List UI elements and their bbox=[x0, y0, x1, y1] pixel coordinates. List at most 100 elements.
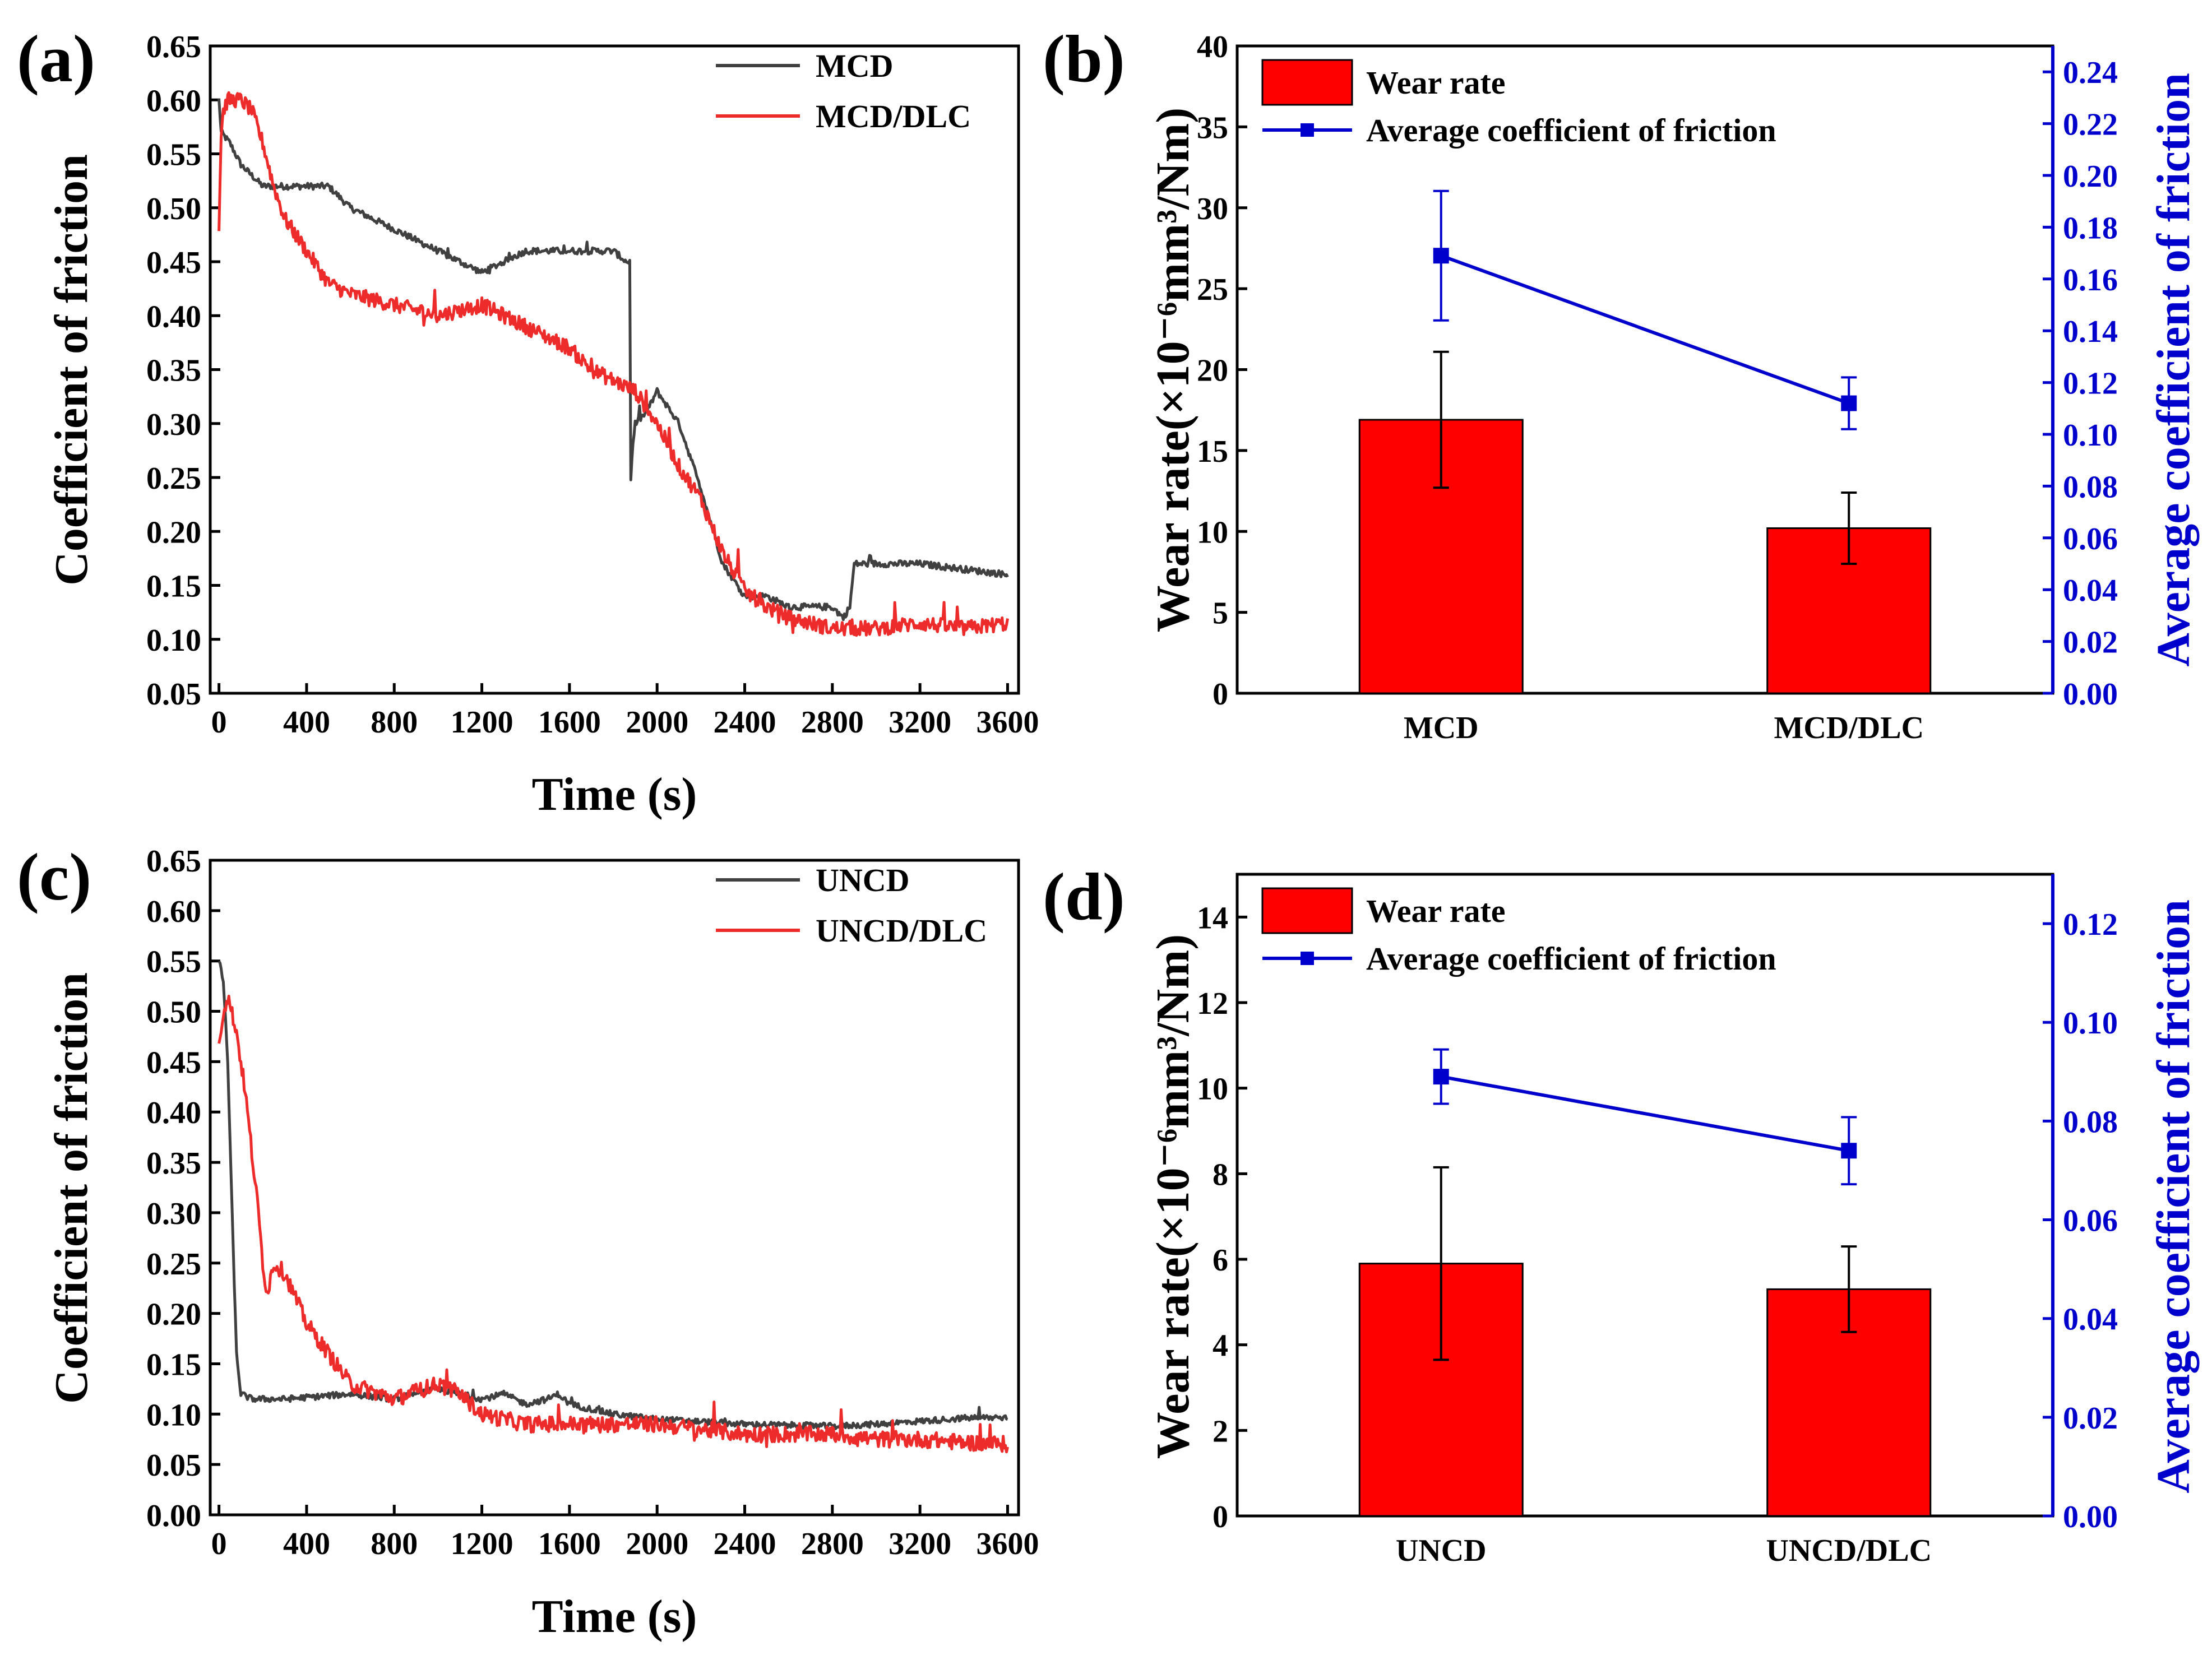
y2-tick-label: 0.10 bbox=[2063, 418, 2118, 453]
friction-line bbox=[1440, 254, 1850, 405]
y-tick-label: 12 bbox=[1197, 986, 1228, 1021]
y-tick-label: 30 bbox=[1197, 192, 1228, 226]
y-tick-label: 0.40 bbox=[146, 299, 201, 334]
y-tick-label: 0.05 bbox=[146, 677, 201, 712]
y-tick-label: 0 bbox=[1213, 1500, 1228, 1534]
panel-label: (c) bbox=[17, 840, 91, 914]
y-tick-label: 0.50 bbox=[146, 995, 201, 1030]
y-tick-label: 0.65 bbox=[146, 844, 201, 879]
y-tick-label: 0.60 bbox=[146, 84, 201, 118]
y2-axis-label: Average coefficient of friction bbox=[2148, 899, 2200, 1494]
y2-tick-label: 0.04 bbox=[2063, 573, 2118, 608]
y-tick-label: 0.35 bbox=[146, 1146, 201, 1181]
x-category-label: MCD/DLC bbox=[1774, 711, 1924, 745]
y2-tick-label: 0.16 bbox=[2063, 263, 2118, 298]
y-tick-label: 4 bbox=[1213, 1329, 1228, 1364]
y-tick-label: 0.55 bbox=[146, 138, 201, 173]
y-tick-label: 0.30 bbox=[146, 407, 201, 442]
y-axis-label: Wear rate(×10⁻⁶mm³/Nm) bbox=[1147, 934, 1199, 1459]
x-tick-label: 3200 bbox=[888, 705, 951, 740]
plot-frame bbox=[209, 44, 1020, 695]
y-tick-label: 0.20 bbox=[146, 515, 201, 550]
legend-label: UNCD bbox=[816, 862, 910, 898]
x-tick-label: 0 bbox=[211, 705, 227, 740]
y-tick-label: 15 bbox=[1197, 434, 1228, 469]
y-tick-label: 10 bbox=[1197, 515, 1228, 550]
y2-tick-label: 0.12 bbox=[2063, 907, 2118, 942]
legend-swatch-marker bbox=[1301, 952, 1314, 965]
friction-point bbox=[1433, 1069, 1449, 1085]
x-tick-label: 2000 bbox=[626, 705, 688, 740]
y-tick-label: 0.20 bbox=[146, 1297, 201, 1332]
friction-point bbox=[1841, 1143, 1857, 1159]
x-category-label: UNCD/DLC bbox=[1766, 1533, 1932, 1568]
y-tick-label: 0.05 bbox=[146, 1448, 201, 1483]
legend-label: Average coefficient of friction bbox=[1366, 112, 1776, 149]
chart-panel-a: (a) 0.05 0.10 0.15 0.20 0.25 0.30 0.35 0.40 0.45 0… bbox=[17, 21, 1039, 820]
y-tick-label: 0.15 bbox=[146, 569, 201, 604]
legend-label: Wear rate bbox=[1366, 893, 1506, 929]
y-tick-label: 0.15 bbox=[146, 1347, 201, 1382]
y-tick-label: 0 bbox=[1213, 677, 1228, 712]
series-line-uncd bbox=[218, 960, 1008, 1430]
y-tick-label: 0.45 bbox=[146, 245, 201, 280]
x-tick-label: 800 bbox=[371, 705, 418, 740]
y-tick-label: 0.35 bbox=[146, 354, 201, 388]
legend-label: Wear rate bbox=[1366, 64, 1506, 101]
y-tick-label: 2 bbox=[1213, 1414, 1228, 1449]
y-tick-label: 10 bbox=[1197, 1072, 1228, 1107]
y2-tick-label: 0.10 bbox=[2063, 1006, 2118, 1041]
legend-swatch-marker bbox=[1301, 123, 1314, 137]
y2-tick-label: 0.06 bbox=[2063, 1204, 2118, 1239]
x-category-label: UNCD bbox=[1396, 1533, 1487, 1568]
x-tick-label: 400 bbox=[283, 705, 330, 740]
legend-label: UNCD/DLC bbox=[816, 912, 987, 949]
panel-label: (d) bbox=[1043, 859, 1125, 934]
y2-tick-label: 0.14 bbox=[2063, 314, 2118, 349]
y-axis-label: Coefficient of friction bbox=[45, 972, 98, 1404]
y2-tick-label: 0.20 bbox=[2063, 159, 2118, 194]
y-tick-label: 0.60 bbox=[146, 894, 201, 929]
y-tick-label: 20 bbox=[1197, 354, 1228, 388]
x-tick-label: 400 bbox=[283, 1527, 330, 1561]
y2-axis-label: Average coefficient of friction bbox=[2148, 73, 2200, 667]
y-tick-label: 0.25 bbox=[146, 461, 201, 496]
y-tick-label: 0.10 bbox=[146, 1398, 201, 1432]
x-tick-label: 3200 bbox=[888, 1527, 951, 1561]
y2-tick-label: 0.06 bbox=[2063, 522, 2118, 557]
y-tick-label: 0.25 bbox=[146, 1247, 201, 1282]
x-tick-label: 2400 bbox=[714, 1527, 776, 1561]
y-tick-label: 35 bbox=[1197, 110, 1228, 145]
x-axis-label: Time (s) bbox=[532, 1590, 697, 1643]
y-tick-label: 25 bbox=[1197, 272, 1228, 307]
x-axis-label: Time (s) bbox=[532, 768, 697, 820]
y-tick-label: 0.10 bbox=[146, 623, 201, 658]
y2-tick-label: 0.08 bbox=[2063, 470, 2118, 504]
y2-tick-label: 0.08 bbox=[2063, 1105, 2118, 1139]
y-tick-label: 0.30 bbox=[146, 1197, 201, 1231]
x-category-label: MCD bbox=[1404, 711, 1479, 745]
legend-swatch-bar bbox=[1261, 59, 1353, 106]
friction-point bbox=[1841, 395, 1857, 411]
x-tick-label: 2000 bbox=[626, 1527, 688, 1561]
y2-tick-label: 0.02 bbox=[2063, 1401, 2118, 1436]
x-tick-label: 1600 bbox=[538, 705, 601, 740]
x-tick-label: 1200 bbox=[451, 705, 513, 740]
chart-panel-c: (c) 0.00 0.05 0.10 0.15 0.20 0.25 0.30 0.35 0.40 0… bbox=[17, 840, 1039, 1643]
legend-label: Average coefficient of friction bbox=[1366, 940, 1776, 977]
legend-label: MCD bbox=[816, 48, 894, 84]
legend-label: MCD/DLC bbox=[816, 98, 971, 135]
chart-panel-b: (b) 0 5 10 15 20 25 30 35 40 Wear rate(×10⁻⁶mm³/Nm… bbox=[1043, 21, 2200, 745]
y-tick-label: 0.55 bbox=[146, 945, 201, 980]
y-tick-label: 40 bbox=[1197, 30, 1228, 64]
x-tick-label: 3600 bbox=[976, 1527, 1039, 1561]
y2-tick-label: 0.18 bbox=[2063, 211, 2118, 245]
y2-tick-label: 0.24 bbox=[2063, 55, 2118, 90]
y-tick-label: 14 bbox=[1197, 901, 1228, 935]
x-tick-label: 3600 bbox=[976, 705, 1039, 740]
friction-point bbox=[1433, 248, 1449, 264]
y-tick-label: 0.00 bbox=[146, 1499, 201, 1533]
